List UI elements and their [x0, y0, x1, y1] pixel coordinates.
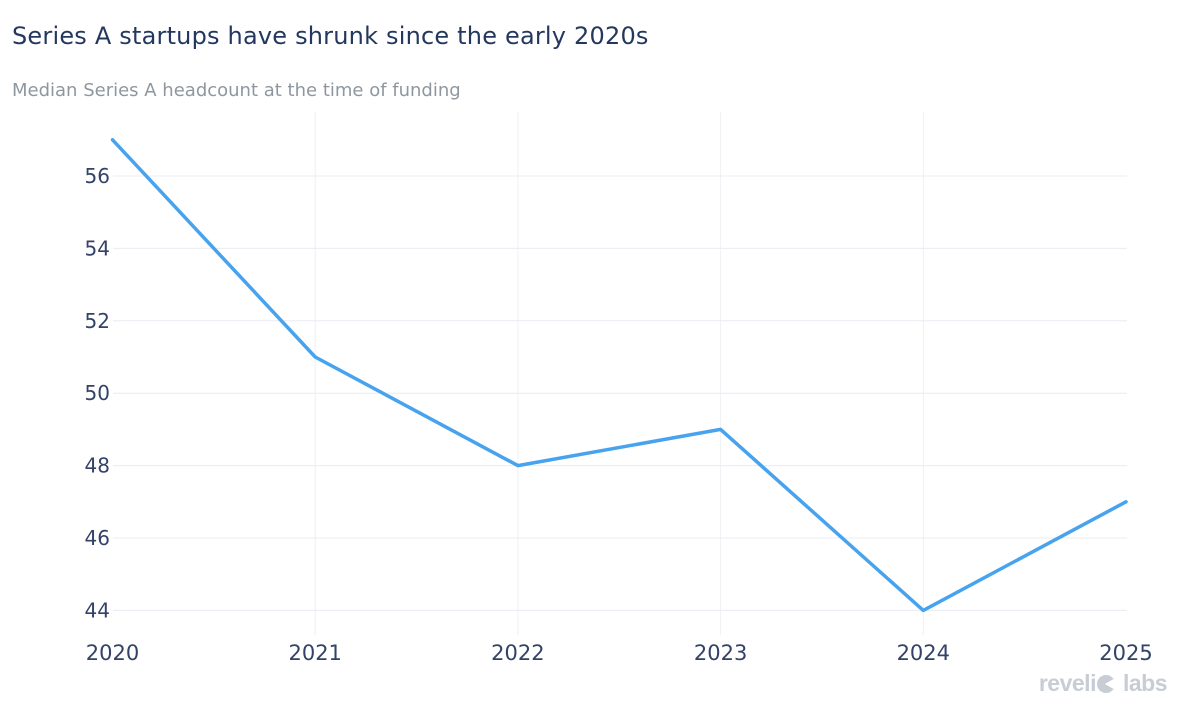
y-axis-tick-label: 50 — [85, 381, 110, 405]
x-axis-tick-label: 2025 — [1099, 641, 1152, 665]
logo-text-labs: labs — [1122, 670, 1168, 696]
revelio-logo-o-icon — [1096, 674, 1115, 693]
x-axis-tick-label: 2023 — [694, 641, 747, 665]
chart-title: Series A startups have shrunk since the … — [12, 22, 649, 50]
revelio-labs-logo: reveli labs — [1038, 670, 1168, 697]
x-axis-tick-label: 2024 — [897, 641, 950, 665]
chart-subtitle: Median Series A headcount at the time of… — [12, 80, 461, 101]
y-axis-tick-label: 44 — [85, 598, 110, 622]
y-axis-tick-label: 56 — [85, 164, 110, 188]
x-axis-tick-label: 2022 — [491, 641, 544, 665]
y-axis-tick-label: 54 — [85, 236, 110, 260]
logo-text-revelio: reveli — [1038, 670, 1097, 696]
x-axis-tick-label: 2021 — [288, 641, 341, 665]
data-line-median-headcount — [110, 138, 1128, 613]
y-axis-tick-label: 48 — [85, 454, 110, 478]
x-axis-tick-label: 2020 — [86, 641, 139, 665]
y-axis-tick-label: 46 — [85, 526, 110, 550]
y-axis-tick-label: 52 — [85, 309, 110, 333]
